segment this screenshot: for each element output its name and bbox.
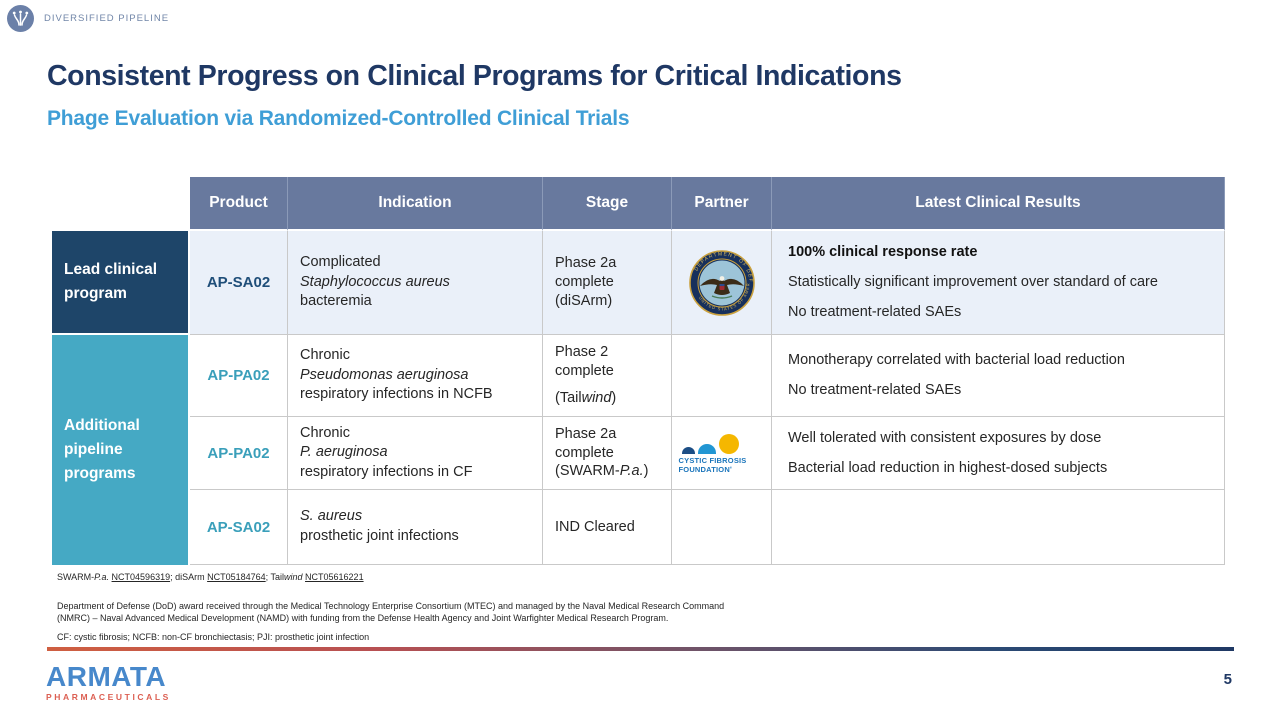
footnote-trial-registrations: SWARM-P.a. NCT04596319; diSArm NCT051847… bbox=[57, 572, 364, 582]
footnote-dod-award: Department of Defense (DoD) award receiv… bbox=[57, 601, 725, 624]
slide-subtitle: Phage Evaluation via Randomized-Controll… bbox=[47, 107, 630, 130]
partner-cell: CYSTIC FIBROSIS FOUNDATIONʹ bbox=[672, 417, 772, 490]
column-header-partner: Partner bbox=[672, 177, 772, 231]
armata-logo-subtext: PHARMACEUTICALS bbox=[46, 692, 171, 702]
cff-logo-shapes-icon bbox=[681, 432, 739, 454]
indication-cell: Complicated Staphylococcus aureus bacter… bbox=[288, 231, 543, 335]
nct-link[interactable]: NCT04596319 bbox=[111, 572, 171, 582]
footer-gradient-divider bbox=[47, 647, 1234, 651]
product-cell: AP-PA02 bbox=[190, 417, 288, 490]
partner-cell bbox=[672, 335, 772, 417]
product-cell: AP-PA02 bbox=[190, 335, 288, 417]
indication-cell: Chronic Pseudomonas aeruginosa respirato… bbox=[288, 335, 543, 417]
nct-link[interactable]: NCT05184764 bbox=[207, 572, 266, 582]
cff-logo-text-line2: FOUNDATIONʹ bbox=[678, 465, 732, 474]
product-cell: AP-SA02 bbox=[190, 490, 288, 565]
group-label-additional-pipeline-programs: Additional pipeline programs bbox=[52, 335, 190, 565]
indication-cell: Chronic P. aeruginosa respiratory infect… bbox=[288, 417, 543, 490]
slide-title: Consistent Progress on Clinical Programs… bbox=[47, 60, 902, 92]
armata-pharmaceuticals-logo: ARMATA PHARMACEUTICALS bbox=[46, 661, 171, 703]
footnote-abbreviations: CF: cystic fibrosis; NCFB: non-CF bronch… bbox=[57, 632, 370, 642]
diversified-pipeline-badge: DIVERSIFIED PIPELINE bbox=[7, 5, 169, 32]
product-cell: AP-SA02 bbox=[190, 231, 288, 335]
cff-logo-text-line1: CYSTIC FIBROSIS bbox=[678, 456, 747, 465]
partner-cell: DEPARTMENT OF DEFENSE UNITED STATES OF A… bbox=[672, 231, 772, 335]
stage-cell: Phase 2a complete (SWARM-P.a.) bbox=[543, 417, 672, 490]
results-cell: 100% clinical response rate Statistically… bbox=[772, 231, 1225, 335]
results-cell: Monotherapy correlated with bacterial lo… bbox=[772, 335, 1225, 417]
nct-link[interactable]: NCT05616221 bbox=[305, 572, 364, 582]
page-number: 5 bbox=[1223, 671, 1232, 688]
stage-cell: IND Cleared bbox=[543, 490, 672, 565]
results-cell bbox=[772, 490, 1225, 565]
badge-label: DIVERSIFIED PIPELINE bbox=[44, 13, 170, 24]
armata-logo-wordmark: ARMATA bbox=[46, 661, 167, 692]
stage-cell: Phase 2 complete (Tailwind) bbox=[543, 335, 672, 417]
department-of-defense-seal-icon: DEPARTMENT OF DEFENSE UNITED STATES OF A… bbox=[689, 250, 755, 316]
column-header-product: Product bbox=[190, 177, 288, 231]
partner-cell bbox=[672, 490, 772, 565]
column-header-results: Latest Clinical Results bbox=[772, 177, 1225, 231]
clinical-programs-table: Product Indication Stage Partner Latest … bbox=[52, 177, 1225, 565]
cystic-fibrosis-foundation-logo: CYSTIC FIBROSIS FOUNDATIONʹ bbox=[679, 432, 765, 474]
column-header-stage: Stage bbox=[543, 177, 672, 231]
column-header-indication: Indication bbox=[288, 177, 543, 231]
pipeline-branches-icon bbox=[7, 5, 34, 32]
results-cell: Well tolerated with consistent exposures… bbox=[772, 417, 1225, 490]
indication-cell: S. aureus prosthetic joint infections bbox=[288, 490, 543, 565]
group-label-lead-clinical-program: Lead clinical program bbox=[52, 231, 190, 335]
stage-cell: Phase 2a complete (diSArm) bbox=[543, 231, 672, 335]
table-corner-spacer bbox=[52, 177, 190, 231]
